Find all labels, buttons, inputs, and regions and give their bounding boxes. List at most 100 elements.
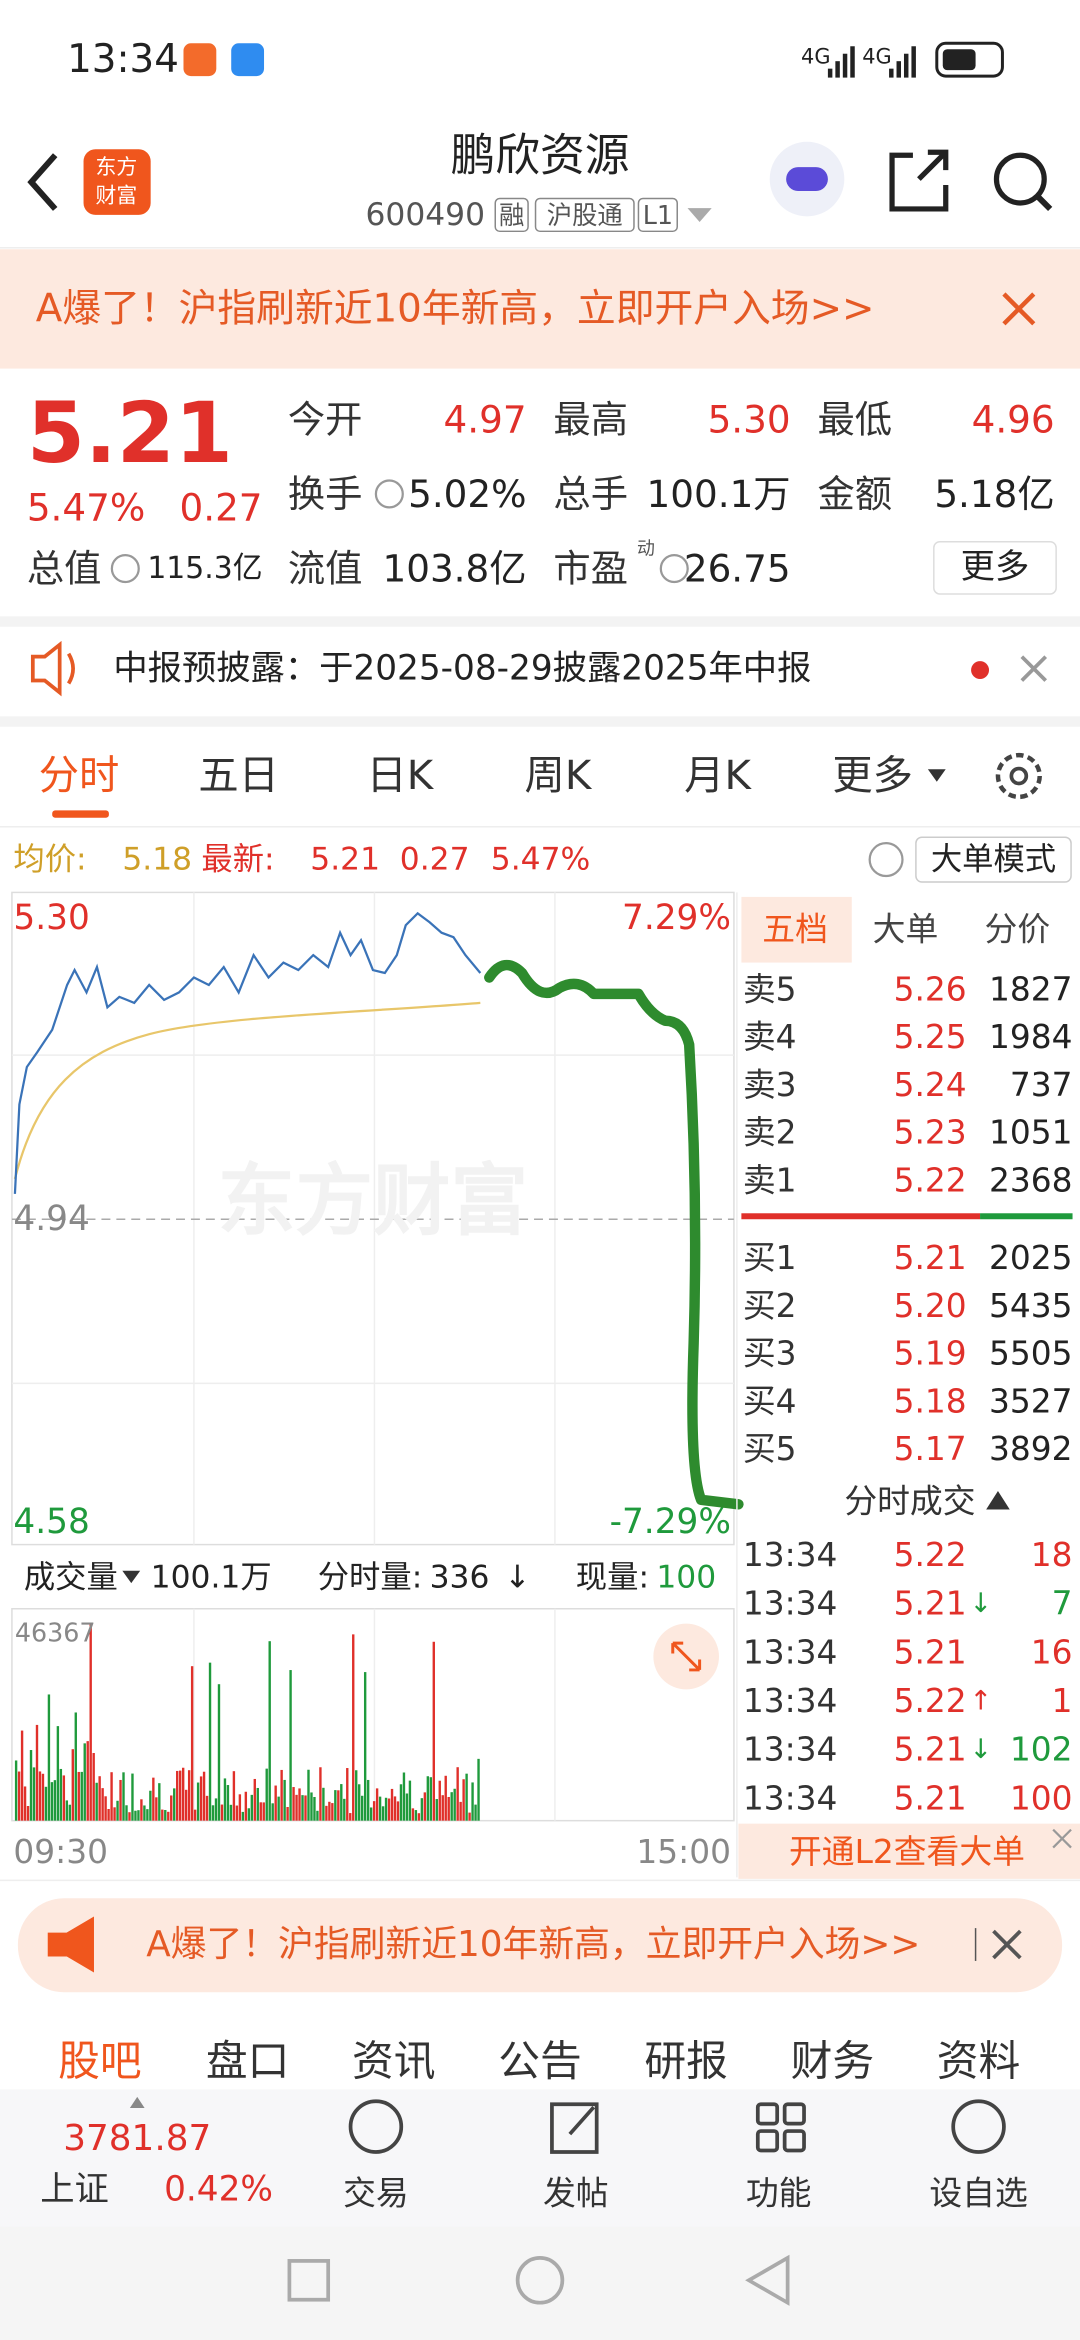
volume-bar-decor bbox=[116, 1800, 119, 1821]
stock-tag: L1 bbox=[643, 200, 673, 230]
volume-bar-decor bbox=[349, 1813, 352, 1821]
volume-bar-decor bbox=[119, 1779, 122, 1821]
stat-label: 市盈 bbox=[553, 547, 628, 591]
app-icon bbox=[231, 43, 265, 77]
volume-bar-decor bbox=[381, 1806, 385, 1821]
volume-bar-decor bbox=[432, 1641, 435, 1821]
volume-bar-decor bbox=[128, 1812, 131, 1821]
index-pct: 0.42% bbox=[164, 2169, 273, 2209]
l2-button[interactable]: 开通L2查看大单 bbox=[789, 1833, 1025, 1871]
volume-bar-decor bbox=[110, 1772, 113, 1821]
volume-bar-decor bbox=[71, 1749, 74, 1821]
volume-label[interactable]: 成交量 bbox=[24, 1559, 118, 1595]
stat-label: 总手 bbox=[553, 472, 628, 516]
ask-label: 卖2 bbox=[743, 1114, 797, 1152]
notice-dot bbox=[971, 661, 990, 680]
chart-tab[interactable]: 五日 bbox=[198, 753, 279, 799]
settings-hub bbox=[1009, 766, 1029, 786]
trade-arrow: ↓ bbox=[970, 1588, 992, 1619]
nav-item[interactable]: 发帖 bbox=[543, 2175, 609, 2213]
price-line bbox=[13, 911, 482, 1194]
home-button[interactable] bbox=[515, 2256, 565, 2305]
trade-time: 13:34 bbox=[743, 1633, 838, 1671]
mode-button-text[interactable]: 大单模式 bbox=[931, 842, 1056, 878]
volume-bar-decor bbox=[304, 1795, 307, 1821]
ask-price: 5.26 bbox=[894, 970, 967, 1008]
chart-tab[interactable]: 周K bbox=[525, 753, 593, 799]
share-button bbox=[889, 149, 949, 212]
nav-item[interactable]: 功能 bbox=[746, 2175, 812, 2213]
volume-bar-decor bbox=[337, 1790, 340, 1821]
megaphone-icon bbox=[47, 1916, 94, 1973]
more-button-text[interactable]: 更多 bbox=[961, 547, 1030, 587]
ask-volume: 2368 bbox=[989, 1161, 1072, 1199]
volume-bar-decor bbox=[193, 1809, 197, 1821]
volume-bar-decor bbox=[14, 1760, 18, 1821]
pct-high: 7.29% bbox=[622, 898, 731, 938]
volume-bar-decor bbox=[396, 1801, 400, 1821]
book-tab[interactable]: 分价 bbox=[985, 911, 1051, 949]
recent-button bbox=[287, 2259, 331, 2302]
stat-value: 100.1万 bbox=[647, 472, 791, 516]
chart-tab[interactable]: 分时 bbox=[39, 753, 120, 799]
y-prev-close: 4.94 bbox=[13, 1199, 89, 1239]
bottom-tab[interactable]: 盘口 bbox=[206, 2036, 290, 2085]
volume-bar-decor bbox=[313, 1797, 316, 1821]
stat-label: 流值 bbox=[288, 547, 363, 591]
volume-bar-decor bbox=[53, 1780, 57, 1821]
bottom-tab[interactable]: 公告 bbox=[498, 2036, 582, 2085]
trade-time: 13:34 bbox=[743, 1585, 838, 1623]
volume-bar-decor bbox=[250, 1794, 253, 1821]
volume-bar-decor bbox=[74, 1712, 77, 1821]
ask-volume: 1984 bbox=[989, 1018, 1072, 1056]
promo-text[interactable]: A爆了！沪指刷新近10年新高，立即开户入场>> bbox=[36, 286, 875, 331]
chart-tab[interactable]: 更多 bbox=[832, 753, 913, 799]
nav-item[interactable]: 交易 bbox=[343, 2175, 409, 2213]
book-tab[interactable]: 大单 bbox=[873, 911, 939, 949]
bottom-tab[interactable]: 资讯 bbox=[352, 2036, 436, 2085]
bottom-tab[interactable]: 财务 bbox=[791, 2036, 875, 2085]
time-end: 15:00 bbox=[636, 1833, 731, 1871]
volume-bar-decor bbox=[38, 1771, 42, 1821]
expand-icon bbox=[671, 1641, 702, 1672]
trade-arrow: ↑ bbox=[970, 1685, 992, 1716]
volume-bar-decor bbox=[355, 1770, 358, 1821]
bid-volume: 3527 bbox=[989, 1382, 1072, 1420]
dropdown bbox=[122, 1570, 141, 1584]
volume-bar-decor bbox=[107, 1808, 110, 1821]
promo-bar-text[interactable]: A爆了！沪指刷新近10年新高，立即开户入场>> bbox=[146, 1924, 920, 1965]
search-button[interactable] bbox=[993, 152, 1047, 206]
notice-text: 中报预披露：于2025-08-29披露2025年中报 bbox=[113, 649, 811, 689]
bottom-tab[interactable]: 股吧 bbox=[58, 2036, 142, 2085]
nav-bar bbox=[0, 2089, 1080, 2227]
volume-bar-decor bbox=[358, 1784, 361, 1821]
trade-time: 13:34 bbox=[743, 1779, 838, 1817]
volume-bar-decor bbox=[414, 1810, 418, 1821]
volume-bar-decor bbox=[322, 1787, 325, 1821]
book-tab[interactable]: 五档 bbox=[762, 911, 828, 949]
volume-bar-decor bbox=[80, 1771, 83, 1821]
bid-volume: 3892 bbox=[989, 1430, 1072, 1468]
bottom-tab[interactable]: 资料 bbox=[937, 2036, 1021, 2085]
app-icon bbox=[183, 43, 217, 77]
y-low: 4.58 bbox=[13, 1502, 89, 1542]
volume-bar-decor bbox=[65, 1800, 69, 1821]
trade-price: 5.21 bbox=[894, 1633, 967, 1671]
trade-time: 13:34 bbox=[743, 1731, 838, 1769]
stock-name: 鹏欣资源 bbox=[451, 129, 630, 182]
volume-bar-decor bbox=[220, 1804, 224, 1821]
chart-tab[interactable]: 日K bbox=[366, 753, 434, 799]
volume-bar-decor bbox=[35, 1724, 39, 1821]
ask-price: 5.25 bbox=[894, 1018, 967, 1056]
nav-item[interactable]: 设自选 bbox=[929, 2175, 1027, 2213]
promo-banner bbox=[0, 249, 1080, 369]
bid-label: 买3 bbox=[743, 1335, 797, 1373]
divider-green bbox=[980, 1213, 1073, 1220]
volume-bar-decor bbox=[328, 1801, 331, 1821]
stock-tag: 融 bbox=[499, 200, 524, 230]
settings-button[interactable] bbox=[995, 752, 1042, 800]
chart-tab[interactable]: 月K bbox=[684, 753, 752, 799]
bottom-tab[interactable]: 研报 bbox=[644, 2036, 728, 2085]
tag-box bbox=[494, 197, 529, 233]
minute-volume: 336 bbox=[430, 1559, 490, 1595]
